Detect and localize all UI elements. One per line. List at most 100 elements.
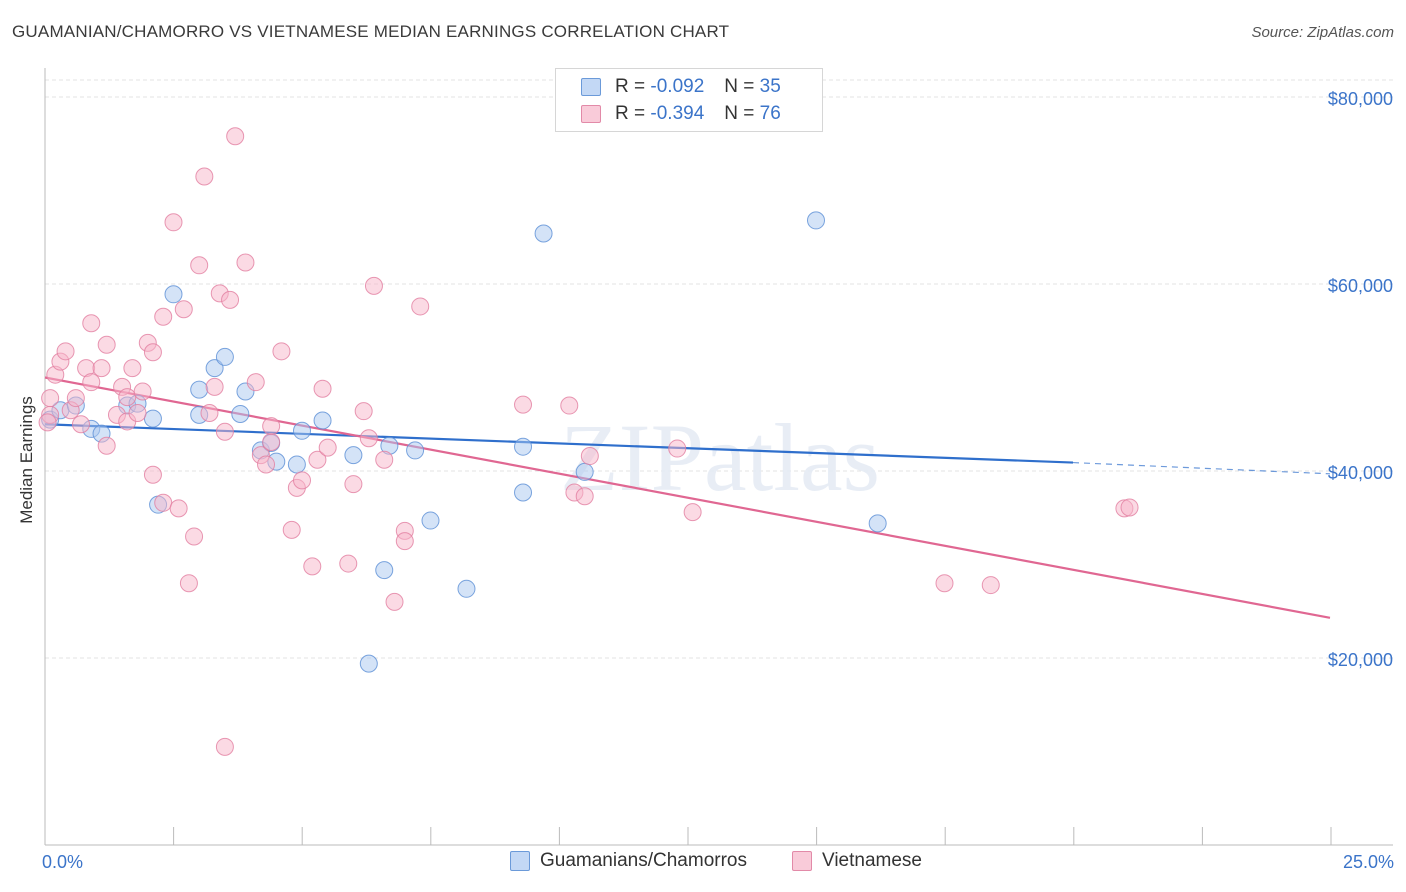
bottom-legend-label: Vietnamese — [822, 850, 922, 871]
point-vietnamese — [190, 256, 209, 275]
point-guamanian — [313, 411, 332, 430]
bottom-legend-vietnamese: Vietnamese — [792, 850, 922, 872]
point-vietnamese — [82, 314, 101, 333]
point-vietnamese — [123, 359, 142, 378]
point-guamanian — [575, 462, 594, 481]
point-vietnamese — [195, 167, 214, 186]
bottom-legend-swatch-blue — [510, 851, 530, 871]
point-vietnamese — [164, 213, 183, 232]
point-guamanian — [143, 409, 162, 428]
point-vietnamese — [82, 373, 101, 392]
point-vietnamese — [293, 471, 311, 490]
point-vietnamese — [344, 475, 363, 494]
point-vietnamese — [236, 253, 255, 272]
point-vietnamese — [580, 447, 599, 466]
point-guamanian — [375, 561, 394, 580]
bottom-legend-label: Guamanians/Chamorros — [540, 850, 747, 871]
gridlines — [45, 79, 1393, 659]
point-vietnamese — [215, 422, 234, 441]
point-vietnamese — [215, 737, 234, 756]
point-guamanian — [231, 404, 250, 423]
point-guamanian — [514, 437, 533, 456]
point-vietnamese — [154, 493, 173, 512]
point-vietnamese — [92, 359, 111, 378]
legend-row-vietnamese: R = -0.394 N = 76 — [556, 100, 781, 128]
bottom-legend-guamanian: Guamanians/Chamorros — [510, 850, 747, 872]
point-vietnamese — [375, 450, 394, 469]
point-guamanian — [205, 359, 224, 378]
point-guamanian — [344, 446, 363, 465]
x-axis-min-label: 0.0% — [42, 852, 84, 872]
point-vietnamese — [257, 455, 276, 474]
point-vietnamese — [97, 335, 116, 354]
point-vietnamese — [262, 417, 281, 436]
legend-swatch-blue — [581, 78, 601, 96]
point-vietnamese — [668, 439, 687, 458]
point-vietnamese — [66, 389, 85, 408]
point-vietnamese — [169, 499, 188, 518]
point-guamanian — [807, 211, 825, 230]
point-vietnamese — [359, 429, 378, 448]
point-vietnamese — [683, 503, 702, 522]
bottom-legend-swatch-pink — [792, 851, 812, 871]
legend-n-label: N = — [724, 103, 755, 124]
point-vietnamese — [128, 404, 147, 423]
point-vietnamese — [200, 404, 219, 423]
point-vietnamese — [411, 297, 430, 316]
point-vietnamese — [97, 436, 116, 455]
legend-n-label: N = — [724, 76, 755, 97]
legend-n-value: 76 — [759, 103, 781, 124]
trend-line-vietnamese — [44, 376, 1331, 619]
point-vietnamese — [179, 574, 198, 593]
chart-title: GUAMANIAN/CHAMORRO VS VIETNAMESE MEDIAN … — [12, 22, 730, 41]
point-guamanian — [287, 455, 306, 474]
point-vietnamese — [313, 379, 332, 398]
trend-line-guamanian-extension — [1072, 461, 1331, 475]
point-vietnamese — [133, 382, 152, 401]
point-vietnamese — [395, 532, 414, 551]
point-vietnamese — [174, 300, 193, 319]
point-vietnamese — [339, 554, 358, 573]
point-guamanian — [359, 654, 378, 673]
point-vietnamese — [226, 127, 245, 146]
point-vietnamese — [514, 395, 533, 414]
legend-r-value: -0.394 — [650, 103, 705, 124]
point-vietnamese — [935, 574, 954, 593]
point-guamanian — [164, 285, 183, 304]
legend-r-label: R = — [615, 103, 646, 124]
point-vietnamese — [143, 465, 162, 484]
point-vietnamese — [303, 557, 322, 576]
y-axis-label: Median Earnings — [17, 396, 36, 524]
point-guamanian — [215, 347, 234, 366]
point-guamanian — [868, 514, 887, 533]
point-vietnamese — [262, 433, 281, 452]
point-vietnamese — [385, 592, 404, 611]
point-guamanian — [457, 579, 476, 598]
point-vietnamese — [272, 342, 291, 361]
point-vietnamese — [118, 388, 137, 407]
point-vietnamese — [318, 438, 337, 457]
data-points — [38, 127, 1139, 756]
y-tick-label: $20,000 — [1328, 650, 1393, 670]
point-vietnamese — [56, 342, 75, 361]
point-vietnamese — [575, 487, 594, 506]
watermark: ZIPatlas — [560, 404, 880, 511]
y-tick-label: $80,000 — [1328, 89, 1393, 109]
legend-row-guamanian: R = -0.092 N = 35 — [556, 73, 781, 101]
point-guamanian — [190, 380, 209, 399]
point-vietnamese — [154, 307, 173, 326]
legend-r-value: -0.092 — [650, 76, 705, 97]
point-vietnamese — [282, 520, 301, 539]
point-vietnamese — [354, 402, 373, 421]
point-vietnamese — [981, 576, 1000, 595]
trend-line-guamanian — [44, 423, 1074, 464]
point-guamanian — [534, 224, 553, 243]
y-tick-label: $40,000 — [1328, 463, 1393, 483]
axes — [44, 68, 1393, 846]
point-vietnamese — [246, 373, 265, 392]
point-vietnamese — [221, 290, 240, 309]
point-vietnamese — [308, 450, 327, 469]
legend-swatch-pink — [581, 105, 601, 123]
point-vietnamese — [185, 527, 204, 546]
